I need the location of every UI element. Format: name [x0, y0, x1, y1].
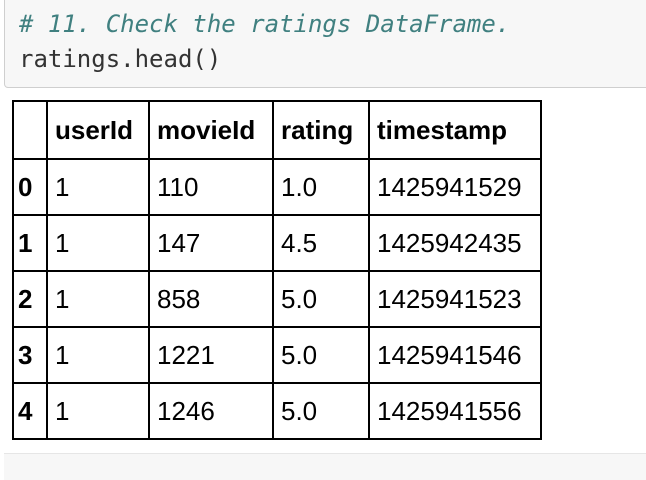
cell-movieid: 1221 — [148, 326, 274, 384]
table-row: 0 1 110 1.0 1425941529 — [12, 158, 542, 216]
cell-timestamp: 1425941529 — [368, 158, 542, 216]
code-comment: # 11. Check the ratings DataFrame. — [19, 10, 511, 38]
table-row: 3 1 1221 5.0 1425941546 — [12, 326, 542, 384]
column-header-userid: userId — [46, 100, 150, 160]
cell-rating: 5.0 — [272, 270, 370, 328]
cell-movieid: 147 — [148, 214, 274, 272]
index-header — [12, 100, 48, 160]
table-row: 2 1 858 5.0 1425941523 — [12, 270, 542, 328]
cell-userid: 1 — [46, 270, 150, 328]
cell-timestamp: 1425942435 — [368, 214, 542, 272]
code-statement: ratings.head() — [19, 45, 222, 73]
cell-userid: 1 — [46, 382, 150, 440]
row-index: 4 — [12, 382, 48, 440]
cell-userid: 1 — [46, 214, 150, 272]
code-cell[interactable]: # 11. Check the ratings DataFrame. ratin… — [4, 0, 646, 88]
row-index: 1 — [12, 214, 48, 272]
table-row: 4 1 1246 5.0 1425941556 — [12, 382, 542, 440]
cell-rating: 5.0 — [272, 326, 370, 384]
cell-timestamp: 1425941523 — [368, 270, 542, 328]
row-index: 2 — [12, 270, 48, 328]
cell-movieid: 858 — [148, 270, 274, 328]
dataframe-table: userId movieId rating timestamp 0 1 110 … — [12, 100, 542, 440]
column-header-timestamp: timestamp — [368, 100, 542, 160]
row-index: 0 — [12, 158, 48, 216]
cell-timestamp: 1425941556 — [368, 382, 542, 440]
cell-userid: 1 — [46, 158, 150, 216]
cell-rating: 1.0 — [272, 158, 370, 216]
row-index: 3 — [12, 326, 48, 384]
cell-movieid: 1246 — [148, 382, 274, 440]
column-header-movieid: movieId — [148, 100, 274, 160]
cell-rating: 4.5 — [272, 214, 370, 272]
table-row: 1 1 147 4.5 1425942435 — [12, 214, 542, 272]
table-header-row: userId movieId rating timestamp — [12, 100, 542, 160]
cell-rating: 5.0 — [272, 382, 370, 440]
next-code-cell[interactable] — [4, 453, 646, 480]
cell-output: userId movieId rating timestamp 0 1 110 … — [12, 100, 542, 440]
cell-movieid: 110 — [148, 158, 274, 216]
cell-timestamp: 1425941546 — [368, 326, 542, 384]
cell-userid: 1 — [46, 326, 150, 384]
column-header-rating: rating — [272, 100, 370, 160]
